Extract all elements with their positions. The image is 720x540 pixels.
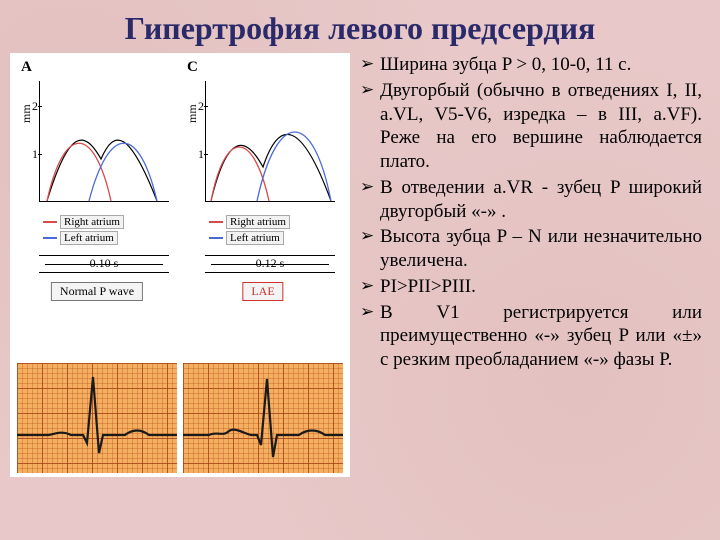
la-wave xyxy=(257,132,331,201)
ecg-lae-trace xyxy=(183,363,343,473)
ecg-lae xyxy=(183,363,343,473)
ecg-normal xyxy=(17,363,177,473)
duration-row: 0.12 s xyxy=(205,255,335,273)
duration-label: 0.10 s xyxy=(39,256,169,271)
list-item: ➢В V1 регистрируется или преимущественно… xyxy=(360,301,702,372)
panel-a-caption: Normal P wave xyxy=(51,282,143,301)
ra-label: Right atrium xyxy=(60,215,124,229)
list-item: ➢Ширина зубца P > 0, 10-0, 11 с. xyxy=(360,53,702,77)
list-item: ➢В отведении a.VR - зубец P широкий двуг… xyxy=(360,176,702,224)
page-title: Гипертрофия левого предсердия xyxy=(0,0,720,53)
la-swatch xyxy=(209,237,223,239)
bullet-text: PI>PII>PIII. xyxy=(380,275,702,299)
la-label: Left atrium xyxy=(60,231,118,245)
ra-label: Right atrium xyxy=(226,215,290,229)
bullet-text: Высота зубца P – N или незначительно уве… xyxy=(380,225,702,273)
sum-wave xyxy=(211,134,331,201)
panel-c-label: C xyxy=(187,59,198,76)
ra-swatch xyxy=(209,221,223,223)
panel-c-waves xyxy=(205,89,335,204)
bullet-icon: ➢ xyxy=(360,79,380,174)
content-row: A mm 2 1 Right atrium Left atrium xyxy=(0,53,720,477)
duration-label: 0.12 s xyxy=(205,256,335,271)
ytick: 1 xyxy=(26,147,38,162)
bullet-text: В отведении a.VR - зубец P широкий двуго… xyxy=(380,176,702,224)
bullet-icon: ➢ xyxy=(360,225,380,273)
ytick: 2 xyxy=(192,99,204,114)
panel-c: C mm 2 1 Right atrium Left atrium xyxy=(183,59,343,359)
panel-a-label: A xyxy=(21,59,32,76)
ytick: 2 xyxy=(26,99,38,114)
panel-a-waves xyxy=(39,89,169,204)
panel-a: A mm 2 1 Right atrium Left atrium xyxy=(17,59,177,359)
list-item: ➢Высота зубца P – N или незначительно ув… xyxy=(360,225,702,273)
wave-panels: A mm 2 1 Right atrium Left atrium xyxy=(14,59,346,359)
ytick: 1 xyxy=(192,147,204,162)
panel-c-caption: LAE xyxy=(242,282,283,301)
bullet-icon: ➢ xyxy=(360,176,380,224)
bullet-text: Ширина зубца P > 0, 10-0, 11 с. xyxy=(380,53,702,77)
bullet-icon: ➢ xyxy=(360,275,380,299)
list-item: ➢PI>PII>PIII. xyxy=(360,275,702,299)
figure-column: A mm 2 1 Right atrium Left atrium xyxy=(10,53,350,477)
bullet-icon: ➢ xyxy=(360,301,380,372)
la-label: Left atrium xyxy=(226,231,284,245)
ecg-strips xyxy=(14,363,346,473)
duration-row: 0.10 s xyxy=(39,255,169,273)
ecg-normal-trace xyxy=(17,363,177,473)
la-wave xyxy=(89,143,157,201)
bullet-text: В V1 регистрируется или преимущественно … xyxy=(380,301,702,372)
bullet-text: Двугорбый (обычно в отведениях I, II, a.… xyxy=(380,79,702,174)
atrium-legend: Right atrium Left atrium xyxy=(43,215,124,247)
la-swatch xyxy=(43,237,57,239)
atrium-legend: Right atrium Left atrium xyxy=(209,215,290,247)
bullet-list: ➢Ширина зубца P > 0, 10-0, 11 с. ➢Двугор… xyxy=(360,53,702,477)
ra-swatch xyxy=(43,221,57,223)
ra-wave xyxy=(211,147,269,201)
list-item: ➢Двугорбый (обычно в отведениях I, II, a… xyxy=(360,79,702,174)
bullet-icon: ➢ xyxy=(360,53,380,77)
